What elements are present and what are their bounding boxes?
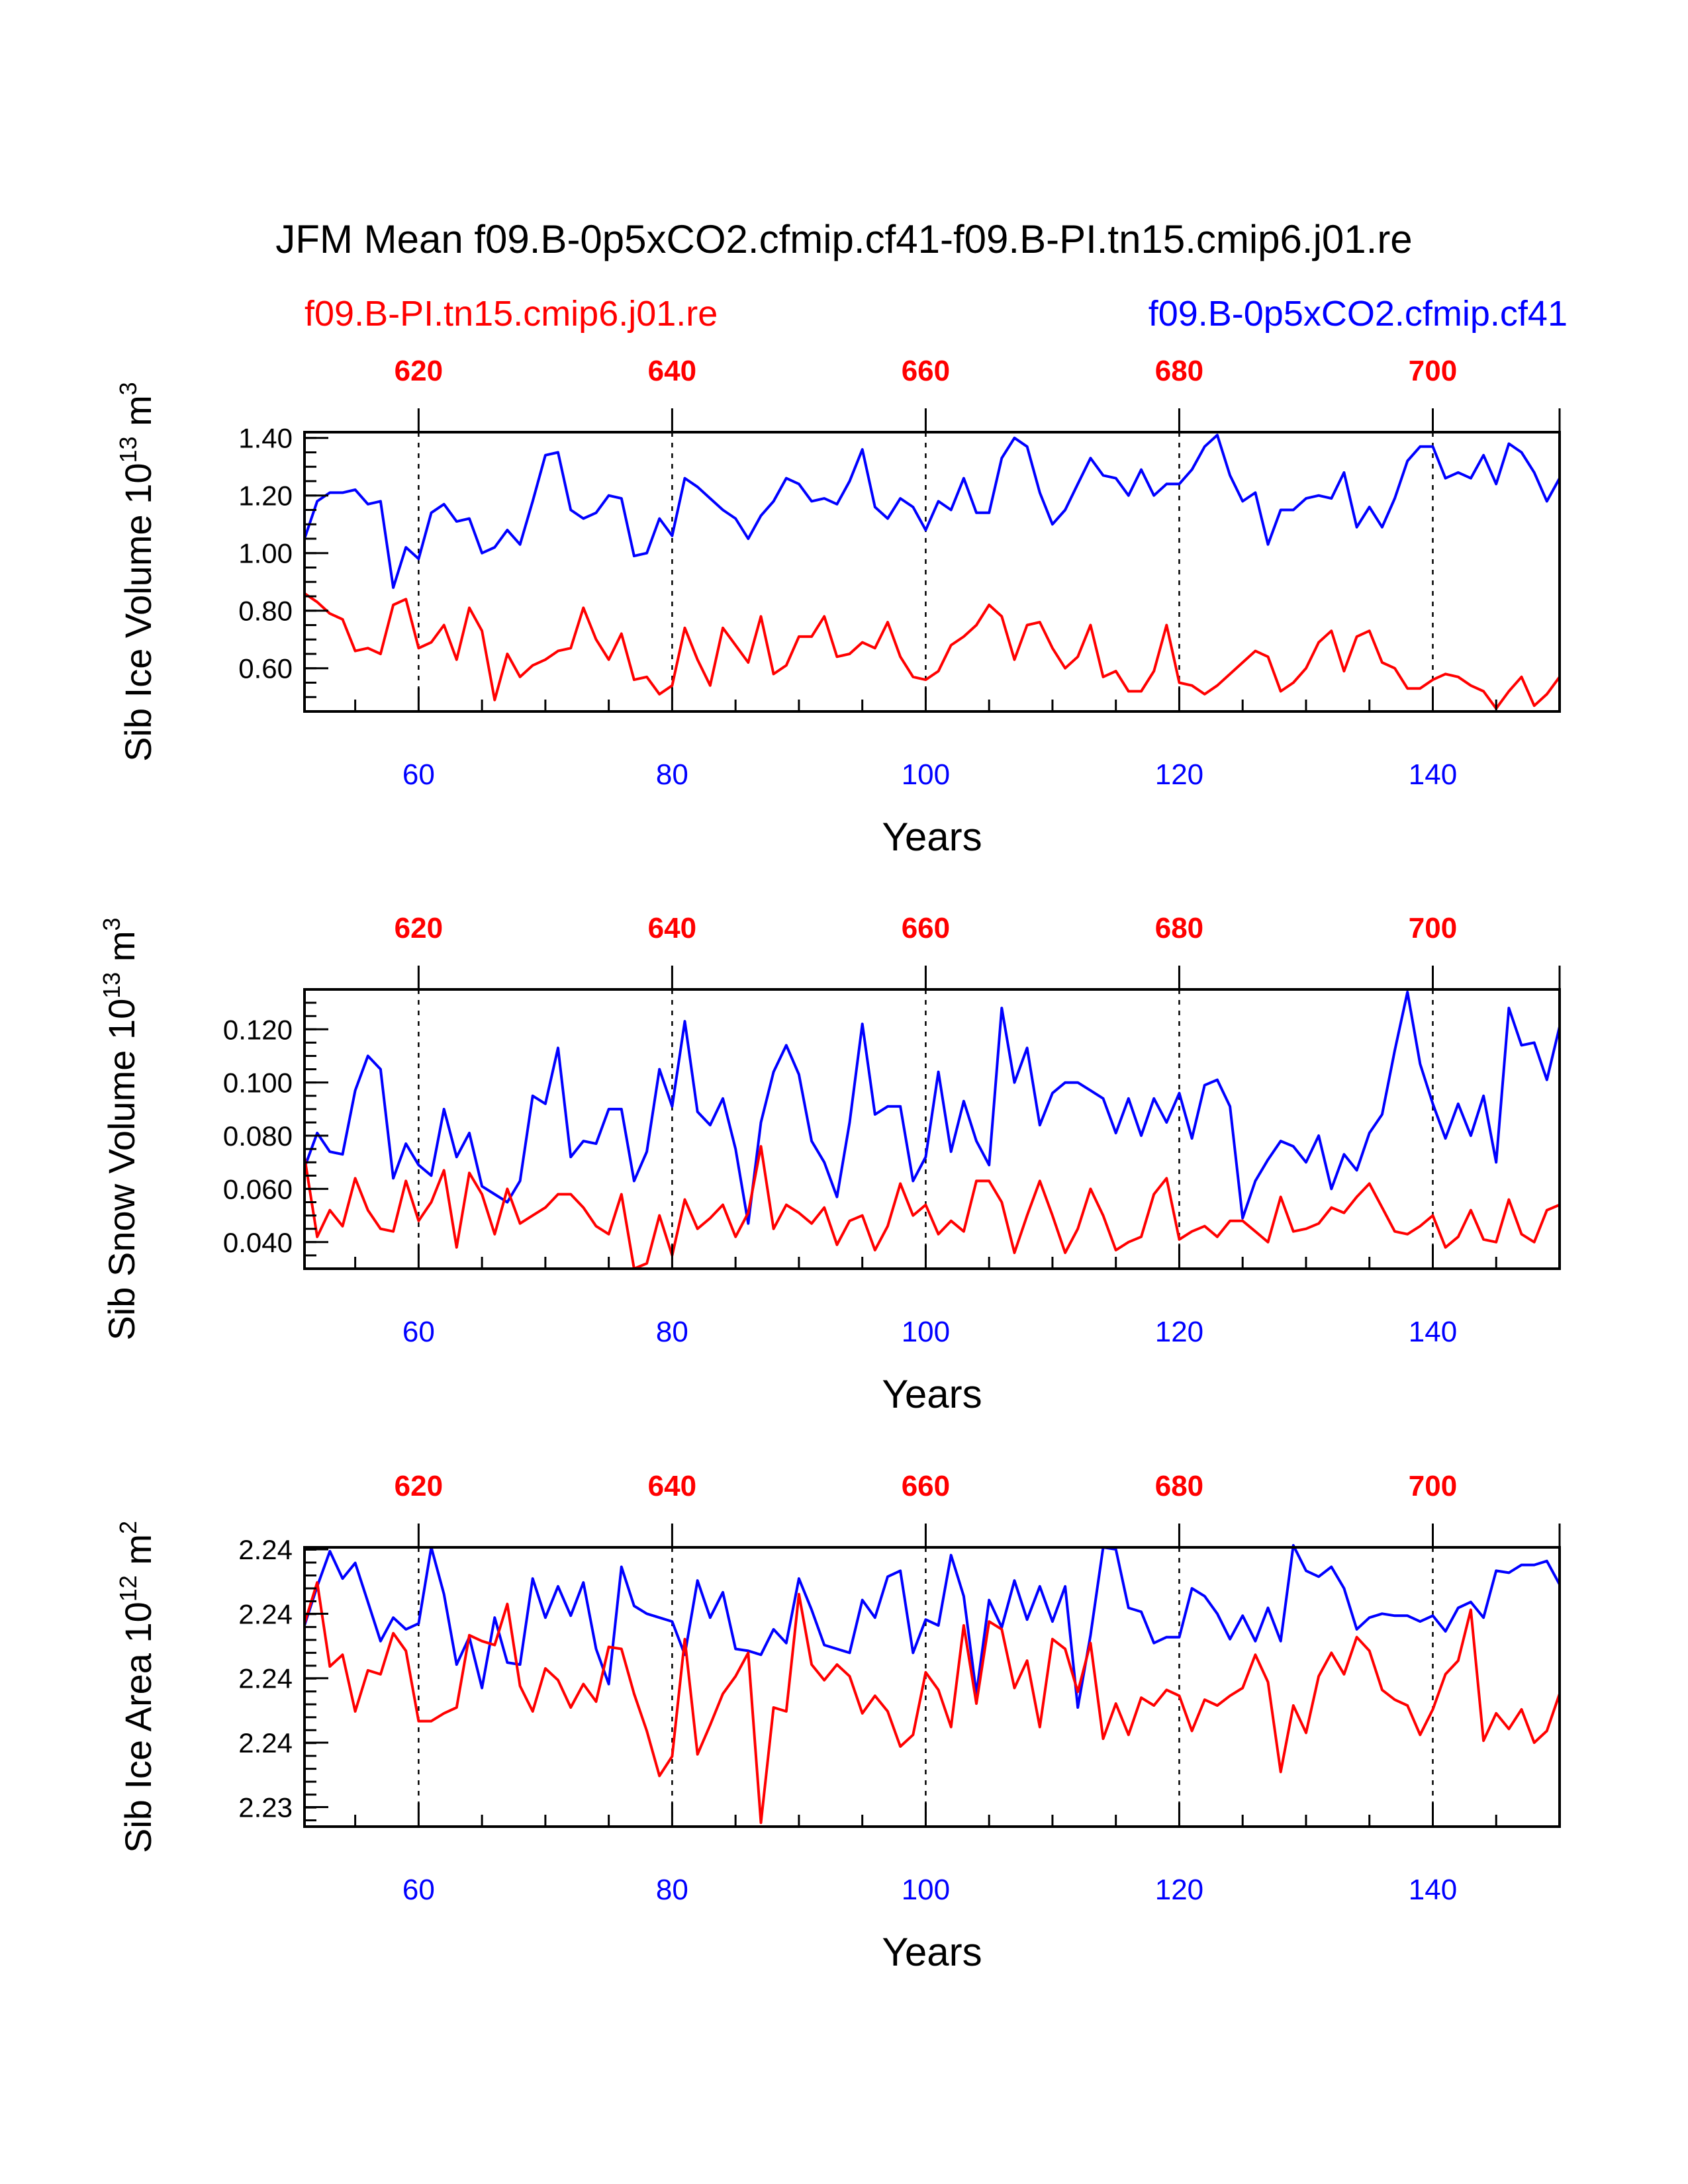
x-axis-title: Years	[882, 1372, 982, 1416]
top-x-tick-label: 620	[395, 355, 443, 387]
y-tick-label: 0.080	[223, 1120, 293, 1152]
chart-panel-3: 60 80 100 120 140 620 640 660 680 700 2.23 2.24 2.24…	[115, 1470, 1561, 1974]
x-tick-label: 120	[1155, 1874, 1203, 1906]
x-tick-label: 80	[656, 1316, 688, 1348]
x-tick-label: 80	[656, 758, 688, 791]
chart-panel-2: 60 80 100 120 140 620 640 660 680 700 0.040 0.060 0.…	[98, 912, 1561, 1416]
y-axis-title: Sib Ice Volume 1013 m3	[115, 382, 159, 762]
x-tick-label: 60	[402, 1874, 435, 1906]
y-tick-label: 2.23	[238, 1792, 293, 1823]
series-line-blue	[303, 991, 1561, 1225]
y-tick-label: 2.24	[238, 1727, 293, 1758]
x-tick-label: 100	[902, 1316, 950, 1348]
y-tick-label: 0.040	[223, 1227, 293, 1258]
series-line-red	[303, 1145, 1560, 1270]
x-tick-label: 140	[1409, 1874, 1457, 1906]
series-line-blue	[303, 433, 1561, 589]
y-tick-label: 1.20	[238, 480, 293, 512]
top-x-tick-label: 700	[1409, 355, 1457, 387]
top-x-tick-label: 640	[648, 355, 696, 387]
x-tick-label: 80	[656, 1874, 688, 1906]
series-line-blue	[303, 1544, 1561, 1709]
x-tick-label: 120	[1155, 758, 1203, 791]
panels: 60 80 100 120 140 620 640 660 680 700 0.60 0.80 1.00…	[98, 355, 1561, 1974]
y-tick-label: 0.060	[223, 1173, 293, 1205]
x-tick-label: 120	[1155, 1316, 1203, 1348]
x-tick-label: 140	[1409, 1316, 1457, 1348]
legend-red-series: f09.B-PI.tn15.cmip6.j01.re	[305, 294, 718, 334]
top-x-tick-label: 700	[1409, 1470, 1457, 1502]
top-x-tick-label: 660	[902, 1470, 950, 1502]
figure-title: JFM Mean f09.B-0p5xCO2.cfmip.cf41-f09.B-…	[275, 217, 1412, 261]
x-tick-label: 140	[1409, 758, 1457, 791]
top-x-tick-label: 680	[1155, 1470, 1203, 1502]
plot-frame	[303, 1546, 1561, 1828]
y-tick-label: 2.24	[238, 1598, 293, 1629]
top-x-tick-label: 660	[902, 912, 950, 944]
y-tick-label: 1.00	[238, 538, 293, 569]
x-tick-label: 100	[902, 758, 950, 791]
y-axis-title: Sib Ice Area 1012 m2	[115, 1521, 159, 1853]
plot-frame	[303, 431, 1561, 713]
y-tick-label: 2.24	[238, 1534, 293, 1565]
top-x-tick-label: 700	[1409, 912, 1457, 944]
y-tick-label: 0.100	[223, 1068, 293, 1099]
y-tick-label: 0.60	[238, 653, 293, 684]
series-line-red	[303, 592, 1561, 710]
x-tick-label: 100	[902, 1874, 950, 1906]
series-line-red	[303, 1581, 1561, 1825]
top-x-tick-label: 660	[902, 355, 950, 387]
top-x-tick-label: 640	[648, 912, 696, 944]
top-x-tick-label: 680	[1155, 912, 1203, 944]
x-tick-label: 60	[402, 758, 435, 791]
chart-panel-1: 60 80 100 120 140 620 640 660 680 700 0.60 0.80 1.00…	[115, 355, 1561, 859]
legend-blue-series: f09.B-0p5xCO2.cfmip.cf41	[1149, 294, 1568, 334]
top-x-tick-label: 620	[395, 1470, 443, 1502]
plot-frame	[303, 988, 1561, 1270]
top-x-tick-label: 640	[648, 1470, 696, 1502]
x-axis-title: Years	[882, 815, 982, 859]
top-x-tick-label: 680	[1155, 355, 1203, 387]
y-tick-label: 1.40	[238, 423, 293, 454]
top-x-tick-label: 620	[395, 912, 443, 944]
x-tick-label: 60	[402, 1316, 435, 1348]
y-tick-label: 0.120	[223, 1014, 293, 1045]
y-tick-label: 0.80	[238, 596, 293, 627]
y-axis-title: Sib Snow Volume 1013 m3	[98, 917, 142, 1340]
x-axis-title: Years	[882, 1930, 982, 1974]
y-tick-label: 2.24	[238, 1663, 293, 1694]
